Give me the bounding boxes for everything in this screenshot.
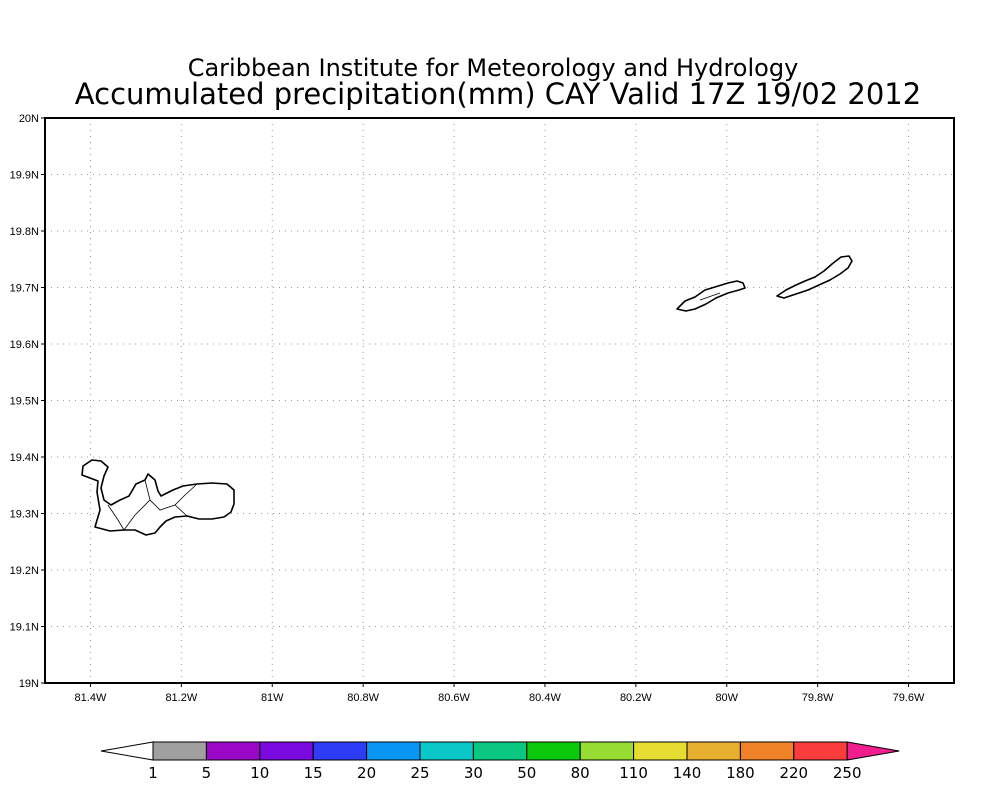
lat-tick-label: 19.1N [10,622,39,634]
colorbar: 1 5 10 15 20 25 30 50 80 110 140 180 220 250 [100,741,900,782]
lat-tick-label: 20N [19,113,39,125]
colorbar-label: 15 [304,764,323,782]
lat-tick-label: 19.7N [10,283,39,295]
colorbar-label: 140 [673,764,702,782]
colorbar-label: 80 [571,764,590,782]
lat-tick-label: 19.6N [10,339,39,351]
colorbar-label: 50 [517,764,536,782]
grand-cayman-island [81,459,235,536]
lon-tick-label: 80.2W [620,692,652,704]
colorbar-label: 110 [619,764,648,782]
little-cayman-island [676,280,746,312]
lon-tick-label: 79.6W [893,692,925,704]
lon-tick-label: 80.6W [438,692,470,704]
colorbar-swatch [472,741,528,761]
colorbar-swatch [312,741,368,761]
colorbar-swatch [259,741,314,761]
colorbar-label: 180 [726,764,755,782]
colorbar-label: 220 [779,764,808,782]
lon-tick-label: 81.4W [75,692,107,704]
lat-tick-label: 19.4N [10,452,39,464]
lon-tick-label: 80.4W [529,692,561,704]
map-frame [44,117,955,684]
colorbar-swatch [526,741,581,761]
lat-tick-label: 19.8N [10,226,39,238]
lat-tick-label: 19.2N [10,565,39,577]
graticule [45,118,954,683]
lon-tick-label: 81W [261,692,284,704]
islands [81,255,853,536]
colorbar-swatch [579,741,635,761]
colorbar-label: 30 [464,764,483,782]
colorbar-label: 20 [357,764,376,782]
lon-tick-label: 80W [715,692,738,704]
colorbar-label: 1 [148,764,158,782]
colorbar-high-arrow [846,741,900,761]
colorbar-swatch [205,741,261,761]
colorbar-swatch [633,741,688,761]
lon-tick-label: 81.2W [165,692,197,704]
lon-tick-label: 80.8W [347,692,379,704]
product-title: Accumulated precipitation(mm) CAY Valid … [75,77,921,111]
colorbar-label: 10 [250,764,269,782]
colorbar-swatch [793,741,848,761]
cayman-brac-island [776,255,853,299]
colorbar-label: 250 [833,764,862,782]
lat-tick-label: 19.5N [10,396,39,408]
lat-tick-label: 19.3N [10,509,39,521]
axis-ticks: 81.4W 81.2W 81W 80.8W 80.6W 80.4W 80.2W 80W 79.8… [10,113,925,704]
colorbar-label: 25 [410,764,429,782]
colorbar-swatch [366,741,421,761]
institution-title: Caribbean Institute for Meteorology and … [188,54,799,82]
colorbar-swatch [419,741,474,761]
lat-tick-label: 19N [19,678,39,690]
lat-tick-label: 19.9N [10,170,39,182]
lon-tick-label: 79.8W [802,692,834,704]
colorbar-label: 5 [202,764,212,782]
colorbar-swatch [739,741,795,761]
colorbar-low-arrow [100,741,154,761]
colorbar-swatch [686,741,741,761]
colorbar-swatch [152,741,207,761]
